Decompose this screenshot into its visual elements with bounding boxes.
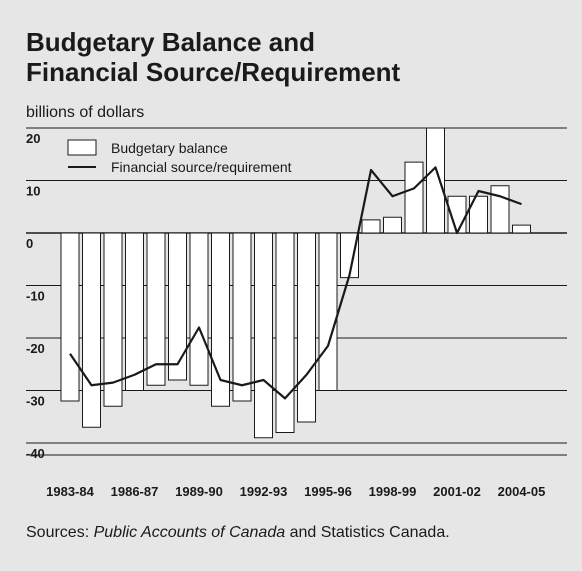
bar <box>103 232 123 407</box>
bar <box>426 127 445 234</box>
bar <box>254 232 273 439</box>
y-tick-label: -10 <box>26 289 45 304</box>
y-tick-label: -30 <box>26 394 45 409</box>
y-tick-label: -20 <box>26 341 45 356</box>
bar <box>168 232 187 381</box>
y-tick-label: 10 <box>26 184 40 199</box>
line-series <box>69 166 522 400</box>
legend-bar-swatch <box>67 139 97 156</box>
x-tick-label: 1986-87 <box>111 484 159 499</box>
x-tick-label: 1992-93 <box>240 484 288 499</box>
bar <box>383 216 402 234</box>
source-suffix: and Statistics Canada. <box>285 524 450 541</box>
x-tick-label: 1989-90 <box>175 484 223 499</box>
x-tick-label: 1995-96 <box>304 484 352 499</box>
chart-title: Budgetary Balance and Financial Source/R… <box>26 27 400 87</box>
legend: Budgetary balance Financial source/requi… <box>67 139 292 175</box>
bar <box>82 232 101 428</box>
x-tick-labels: 1983-84 1986-87 1989-90 1992-93 1995-96 1998-… <box>46 484 545 499</box>
bar <box>297 232 316 423</box>
chart-title-line-1: Budgetary Balance and <box>26 27 315 57</box>
source-note: Sources: Public Accounts of Canada and S… <box>26 524 450 542</box>
bar <box>490 185 510 234</box>
bar <box>189 232 209 386</box>
x-tick-label: 2001-02 <box>433 484 481 499</box>
bar <box>512 224 531 234</box>
bar <box>361 219 381 234</box>
legend-bar-label: Budgetary balance <box>111 140 228 156</box>
x-tick-label: 1983-84 <box>46 484 94 499</box>
y-tick-labels: 20 10 0 -10 -20 -30 -40 <box>26 131 45 461</box>
source-prefix: Sources: <box>26 524 94 541</box>
bar <box>275 232 295 433</box>
x-tick-label: 2004-05 <box>498 484 546 499</box>
bar <box>404 161 424 234</box>
bar <box>211 232 230 407</box>
line-path <box>69 166 522 400</box>
y-tick-label: 20 <box>26 131 40 146</box>
bar <box>318 232 338 391</box>
y-axis-unit-label: billions of dollars <box>26 104 145 121</box>
bar <box>125 232 144 391</box>
chart-title-line-2: Financial Source/Requirement <box>26 57 401 87</box>
x-tick-label: 1998-99 <box>369 484 417 499</box>
source-italic: Public Accounts of Canada <box>93 524 286 541</box>
y-tick-label: -40 <box>26 446 45 461</box>
y-tick-label: 0 <box>26 236 33 251</box>
legend-line-label: Financial source/requirement <box>111 159 292 175</box>
bar <box>60 232 80 402</box>
bar <box>146 232 166 386</box>
bar <box>469 195 488 234</box>
bar <box>232 232 252 402</box>
